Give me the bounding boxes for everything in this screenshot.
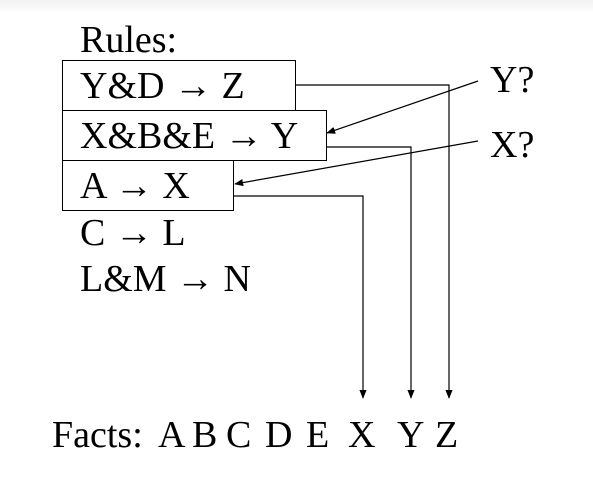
rule-2: X&B&E → Y [80, 115, 299, 157]
fact-a: A [158, 414, 186, 456]
facts-label: Facts: [52, 414, 143, 456]
arrow-query-x-to-rule3 [234, 140, 479, 187]
arrow-rule1-to-fact-z [296, 84, 453, 399]
fact-e: E [306, 414, 330, 456]
fact-y: Y [397, 414, 425, 456]
fact-d: D [265, 414, 293, 456]
query-y: Y? [490, 59, 535, 101]
arrow-rule2-to-fact-y [327, 146, 415, 399]
fact-x: X [348, 414, 376, 456]
rule-3: A → X [80, 165, 190, 207]
rules-heading: Rules: [80, 19, 178, 61]
fact-b: B [192, 414, 218, 456]
window-top-edge [0, 0, 593, 14]
fact-z: Z [435, 414, 459, 456]
rule-4: C → L [80, 212, 186, 254]
fact-c: C [226, 414, 252, 456]
arrow-query-y-to-rule2 [326, 80, 479, 134]
arrow-rule3-to-fact-x [234, 195, 367, 399]
rule-1: Y&D → Z [80, 65, 245, 107]
rule-box-a-x [62, 160, 234, 211]
query-x: X? [490, 124, 535, 166]
rule-5: L&M → N [80, 258, 251, 300]
